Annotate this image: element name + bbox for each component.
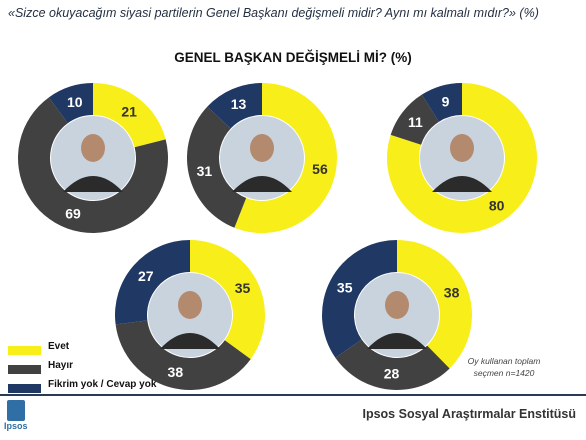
donut-3-slice-hayir (390, 94, 439, 145)
chart-title: GENEL BAŞKAN DEĞİŞMELİ Mİ? (%) (174, 50, 412, 65)
ipsos-logo-icon (7, 400, 25, 421)
donut-5-label-fikrim-yok: 35 (337, 280, 353, 296)
donut-2-slice-hayir (187, 106, 247, 228)
leader-head-2 (250, 134, 274, 162)
donut-1-slice-fikrim-yok (48, 83, 93, 124)
donut-4-slice-hayir (115, 320, 251, 391)
leader-head-1 (81, 134, 105, 162)
footer-institute: Ipsos Sosyal Araştırmalar Enstitüsü (362, 407, 576, 421)
donut-1-label-evet: 21 (121, 103, 137, 119)
leader-body-4 (160, 333, 220, 349)
question-text: «Sizce okuyacağım siyasi partilerin Gene… (8, 6, 539, 20)
legend-label-evet: Evet (48, 341, 70, 352)
donut-2-slice-evet (234, 83, 337, 233)
donut-5-slice-evet (397, 240, 472, 369)
donut-3-label-hayir: 11 (408, 114, 423, 130)
donut-chart-3: 80 11 9 (387, 83, 538, 233)
donut-chart-5: 38 28 35 (322, 240, 472, 390)
donut-5-label-evet: 38 (444, 285, 460, 301)
donut-4-label-evet: 35 (235, 280, 251, 296)
donut-5-slice-fikrim-yok (322, 240, 397, 358)
donut-3-slice-fikrim-yok (421, 83, 462, 122)
leader-head-5 (385, 291, 409, 319)
legend-swatch-hayir (8, 365, 41, 374)
footer-divider (0, 394, 586, 396)
leader-body-1 (63, 176, 123, 192)
donut-4-slice-evet (190, 240, 266, 360)
leader-body-5 (367, 333, 427, 349)
donut-1-slice-hayir (18, 97, 168, 233)
donut-2-label-hayir: 31 (197, 163, 213, 179)
legend-label-hayir: Hayır (48, 360, 74, 371)
sample-note: Oy kullanan toplam seçmen n=1420 (449, 355, 559, 379)
donut-2-slice-fikrim-yok (207, 83, 262, 129)
donut-2-label-evet: 56 (312, 161, 328, 177)
donut-5-slice-hayir (335, 339, 450, 390)
legend-label-fikrim-yok: Fikrim yok / Cevap yok (48, 379, 157, 390)
donut-3-label-evet: 80 (489, 198, 505, 214)
donut-1-slice-evet (93, 83, 166, 148)
ipsos-logo-text: Ipsos (4, 421, 28, 431)
donut-1-label-hayir: 69 (65, 206, 81, 222)
legend-swatch-evet (8, 346, 41, 355)
donut-3-slice-evet (387, 83, 538, 233)
donut-1-label-fikrim-yok: 10 (67, 94, 83, 110)
donut-chart-1: 21 69 10 (18, 83, 168, 233)
legend-swatch-fikrim-yok (8, 384, 41, 393)
donut-4-label-fikrim-yok: 27 (138, 268, 154, 284)
donut-4-label-hayir: 38 (168, 364, 184, 380)
leader-head-4 (178, 291, 202, 319)
donut-4-slice-fikrim-yok (115, 240, 190, 325)
donut-3-label-fikrim-yok: 9 (442, 93, 450, 109)
donut-5-label-hayir: 28 (384, 366, 400, 382)
donut-2-label-fikrim-yok: 13 (231, 96, 247, 112)
sample-note-line2: seçmen n=1420 (473, 368, 535, 378)
sample-note-line1: Oy kullanan toplam (467, 356, 541, 366)
leader-head-3 (450, 134, 474, 162)
leader-body-3 (432, 176, 492, 192)
donut-chart-4: 35 38 27 (115, 240, 266, 391)
leader-body-2 (232, 176, 292, 192)
donut-chart-2: 56 31 13 (187, 83, 337, 233)
